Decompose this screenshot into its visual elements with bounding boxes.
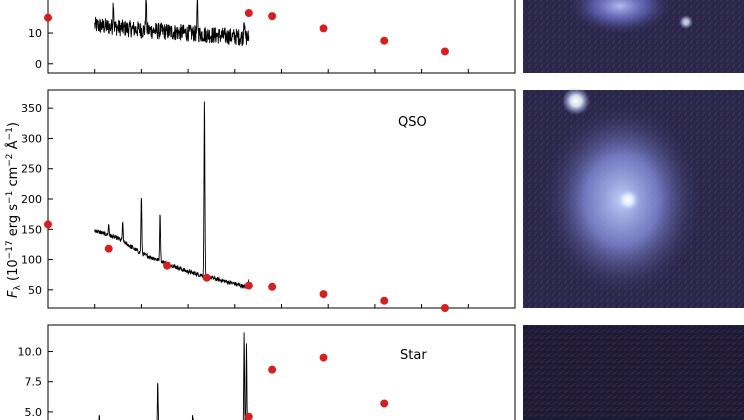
y-axis-title-exp1: −17 [5,240,15,259]
photometry-point [380,36,389,45]
y-tick-label: 10 [28,27,42,40]
panel-star: 5.0 7.5 10.0 Star [18,324,516,420]
y-tick-label: 5.0 [25,406,43,419]
y-tick-label: 100 [21,254,42,267]
photometry-point [319,24,328,33]
plot-frame [47,324,516,420]
plot-frame [47,0,516,74]
y-axis-title-erg: erg s [6,204,21,241]
panel-label: QSO [398,115,427,130]
y-tick-label: 50 [28,284,42,297]
y-axis-title-exp4: −1 [5,127,15,140]
photometry-point [319,353,328,362]
y-axis-title-close: ) [6,122,21,127]
y-axis-title: Fλ (10−17 erg s−1 cm−2 Å−1) [5,122,23,298]
y-tick-label: 7.5 [25,376,43,389]
y-tick-label: 150 [21,223,42,236]
photometry-point [440,47,449,56]
photometry-point [44,13,52,22]
y-axis-title-exp3: −2 [5,153,15,166]
y-tick-label: 350 [21,102,42,115]
plot-frame [47,89,516,309]
photometry-point [268,365,277,374]
star-image [523,325,744,420]
y-axis-title-sub: λ [13,284,23,290]
spectrum-line [94,0,250,46]
y-tick-label: 250 [21,163,42,176]
photometry-point [380,296,389,305]
photometry-point [163,261,172,270]
galaxy-image-top [523,0,744,73]
spectrum-line [97,332,248,420]
photometry-point [268,282,277,291]
photometry-point [380,399,389,408]
y-tick-label: 200 [21,193,42,206]
y-axis-title-ang: Å [5,140,21,153]
photometry-point [104,244,113,253]
y-tick-label: 300 [21,132,42,145]
y-axis-title-cm: cm [6,167,21,191]
photometry-point [244,412,253,420]
y-axis-title-f: F [6,290,21,298]
photometry-point [268,12,277,21]
panel-label: Star [400,348,427,363]
photometry-point [319,290,328,299]
panel-qso: 50 100 150 200 250 300 350 QSO [21,89,516,312]
y-axis-title-exp2: −1 [5,191,15,204]
y-tick-label: 0 [35,58,42,71]
photometry-point [244,9,253,18]
photometry-point [44,220,52,229]
spectrum-line [94,101,250,289]
y-axis-title-open: (10 [6,259,21,285]
qso-image [523,87,744,308]
panel-top: 0 10 [28,0,516,74]
y-tick-label: 10.0 [18,346,43,359]
photometry-point [244,281,253,290]
photometry-point [440,304,449,312]
photometry-point [202,273,211,282]
